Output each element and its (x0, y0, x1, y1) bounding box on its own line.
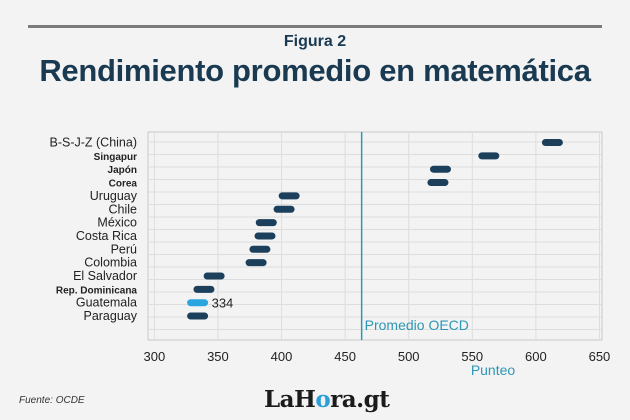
top-rule (28, 25, 602, 28)
source-note: Fuente: OCDE (19, 395, 85, 406)
category-label: México (97, 216, 137, 230)
category-label: Corea (109, 179, 138, 190)
category-label: Perú (111, 242, 137, 256)
x-tick-label: 350 (207, 349, 229, 364)
logo-o-icon: o (315, 386, 331, 413)
category-label: Chile (109, 202, 138, 216)
category-label: Japón (108, 165, 137, 176)
x-tick-label: 650 (589, 349, 611, 364)
plot-frame (147, 131, 603, 341)
x-tick-label: 450 (334, 349, 356, 364)
x-axis-label: Punteo (471, 362, 516, 378)
category-label: B-S-J-Z (China) (49, 136, 137, 150)
x-tick-label: 300 (144, 349, 166, 364)
category-label: Paraguay (83, 309, 137, 323)
logo-text-start: LaH (264, 386, 316, 413)
category-label: Uruguay (90, 189, 138, 203)
figure-label: Figura 2 (283, 33, 347, 50)
brand-logo: LaHora.gt (264, 386, 390, 413)
highlight-value-label: 334 (212, 296, 234, 311)
category-label: Colombia (84, 256, 137, 270)
category-label: Guatemala (76, 296, 137, 310)
x-tick-label: 400 (271, 349, 293, 364)
category-label: Rep. Dominicana (56, 285, 138, 296)
logo-text-end: ra.gt (330, 386, 390, 413)
x-tick-label: 500 (398, 349, 420, 364)
page-title: Rendimiento promedio en matemática (39, 53, 591, 88)
category-label: Singapur (94, 152, 137, 163)
category-label: Costa Rica (76, 229, 137, 243)
reference-line-label: Promedio OECD (365, 317, 469, 333)
x-tick-label: 600 (525, 349, 547, 364)
x-tick-label: 550 (461, 349, 483, 364)
category-label: El Salvador (73, 269, 137, 283)
